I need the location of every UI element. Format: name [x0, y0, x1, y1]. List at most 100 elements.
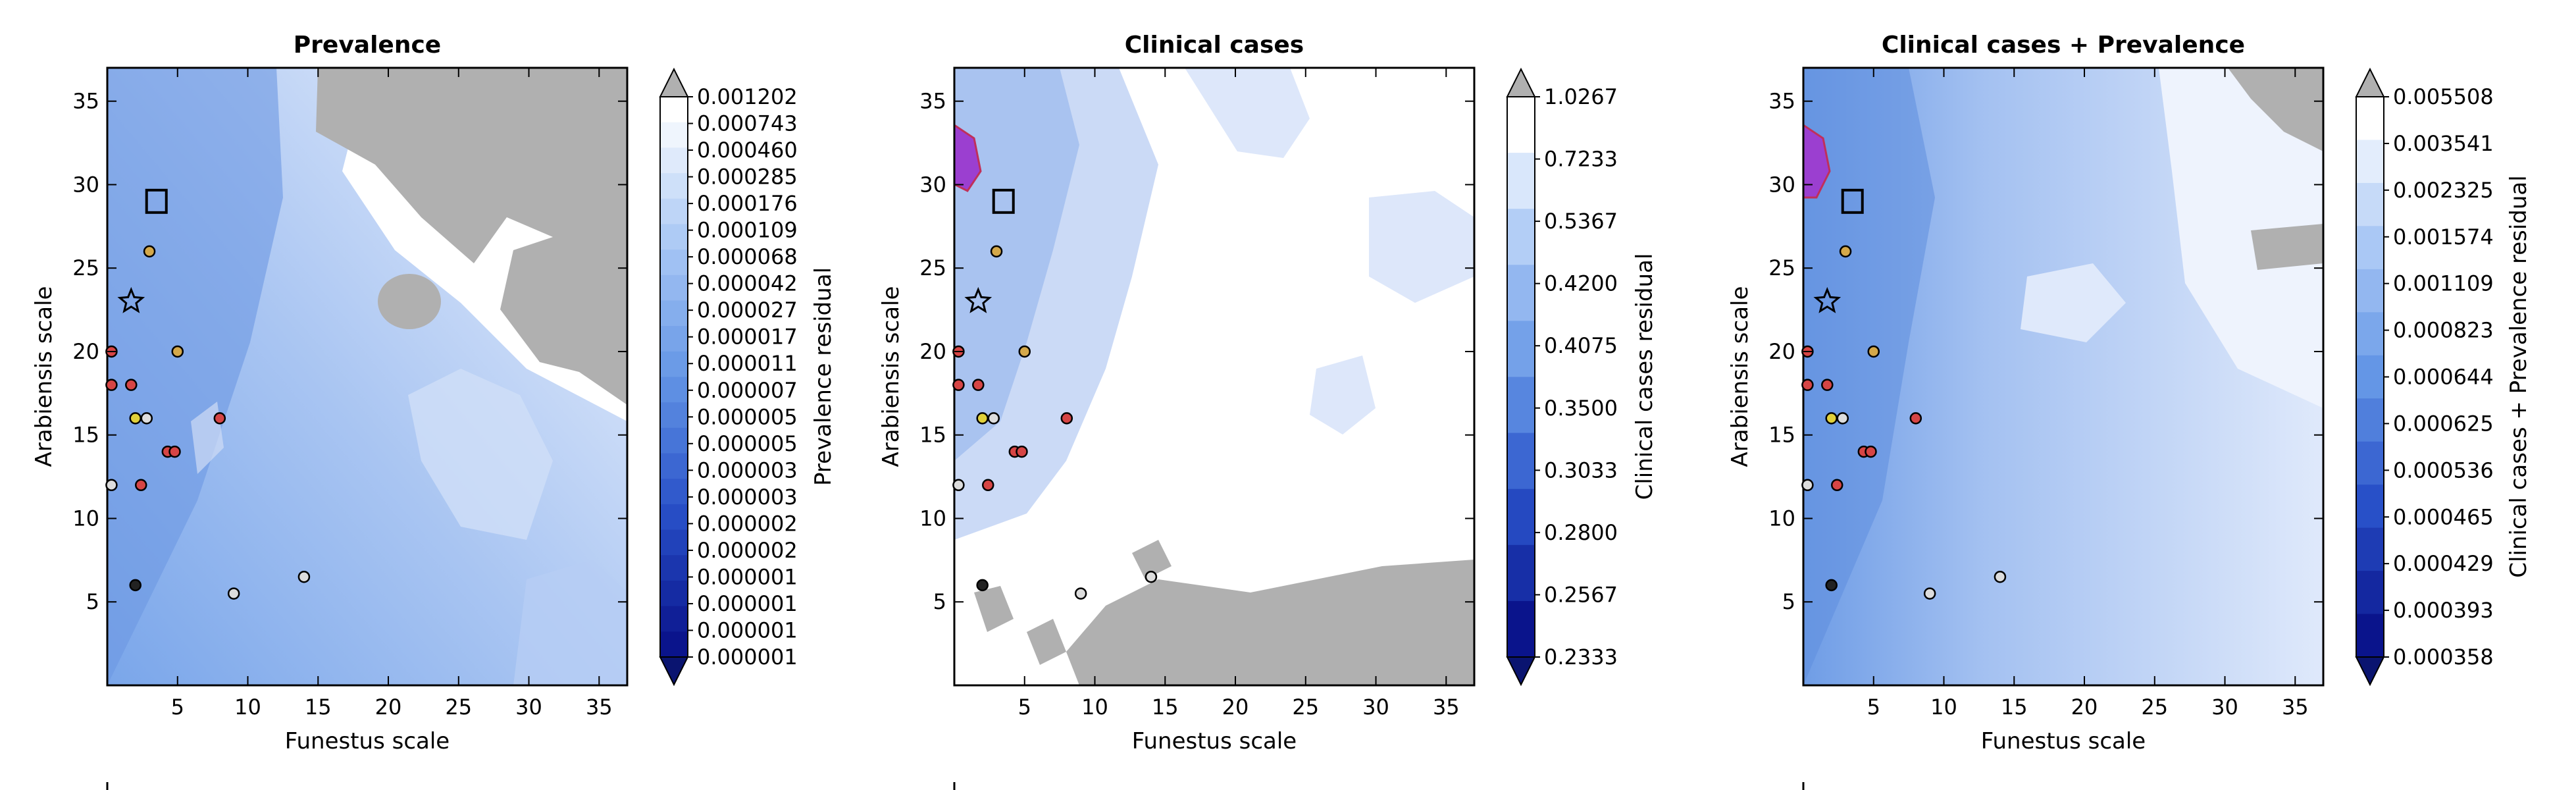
- x-tick-label: 10: [1930, 695, 1957, 720]
- clinical-cases-colorbar-label: Clinical cases residual: [1632, 253, 1658, 500]
- colorbar-segment: [660, 198, 688, 224]
- data-point: [1825, 579, 1838, 592]
- data-point: [125, 379, 138, 391]
- x-tick-label: 35: [2282, 695, 2309, 720]
- colorbar-over-triangle: [2355, 67, 2385, 97]
- colorbar-segment: [660, 275, 688, 301]
- colorbar-tick-label: 0.000003: [697, 458, 798, 483]
- star-marker: [964, 286, 992, 313]
- x-tick-label: 35: [1433, 695, 1460, 720]
- colorbar-segment: [660, 504, 688, 531]
- combined-colorbar-label: Clinical cases + Prevalence residual: [2506, 175, 2532, 577]
- clinical-cases-x-ticks: 5 10 15 20 25 30 35: [1018, 68, 1460, 720]
- data-point: [1836, 412, 1849, 425]
- colorbar-tick-label: 0.000429: [2393, 551, 2494, 576]
- clinical-cases-y-axis-label: Arabiensis scale: [878, 286, 904, 467]
- data-point: [1909, 412, 1922, 425]
- y-tick-label: 10: [1768, 506, 1795, 531]
- colorbar-segment: [660, 555, 688, 581]
- prevalence-colorbar-label: Prevalence residual: [810, 267, 837, 486]
- colorbar-tick-label: 0.000068: [697, 244, 798, 269]
- colorbar-tick-label: 0.001109: [2393, 271, 2494, 296]
- colorbar-segment: [660, 122, 688, 148]
- colorbar-segment: [1507, 544, 1535, 602]
- data-point: [227, 587, 240, 600]
- colorbar-segment: [660, 529, 688, 556]
- data-point: [976, 579, 989, 592]
- colorbar-segment: [2356, 269, 2384, 313]
- y-tick-label: 25: [919, 255, 946, 280]
- data-point: [143, 245, 156, 258]
- data-point: [1074, 587, 1087, 600]
- colorbar-tick-label: 0.000823: [2393, 318, 2494, 343]
- combined-axes-frame: [1802, 66, 2325, 687]
- colorbar-segment: [660, 479, 688, 505]
- colorbar-tick-label: 0.000005: [697, 404, 798, 429]
- data-point: [1018, 345, 1031, 358]
- prevalence-x-ticks: 5 10 15 20 25 30 35: [171, 68, 613, 720]
- colorbar-tick-label: 0.000042: [697, 271, 798, 296]
- x-tick-label: 20: [2071, 695, 2098, 720]
- prevalence-colorbar: 0.0012020.0007430.0004600.0002850.000176…: [659, 67, 798, 687]
- data-point: [981, 479, 994, 492]
- data-point: [972, 379, 985, 391]
- data-point: [168, 445, 181, 458]
- clinical-cases-markers: [952, 188, 1158, 600]
- colorbar-segment: [2356, 355, 2384, 399]
- colorbar-over-triangle: [659, 67, 689, 97]
- combined-x-axis-label: Funestus scale: [1981, 728, 2146, 754]
- colorbar-segment: [1507, 488, 1535, 546]
- y-tick-label: 35: [72, 89, 99, 114]
- clinical-cases-colorbar: 1.0267 0.7233 0.5367 0.4200 0.4075 0.3500 0.30…: [1506, 67, 1618, 687]
- prevalence-markers: [105, 188, 311, 600]
- colorbar-over-triangle: [1506, 67, 1536, 97]
- colorbar-tick-label: 0.000017: [697, 325, 798, 350]
- y-tick-label: 30: [1768, 172, 1795, 197]
- y-tick-label: 25: [1768, 255, 1795, 280]
- x-tick-label: 25: [445, 695, 472, 720]
- clinical-cases-title: Clinical cases: [1125, 32, 1304, 59]
- colorbar-tick-label: 0.000005: [697, 431, 798, 456]
- combined-panel: 5 10 15 20 25 30 35 5 10 15 20 25 30 35 Clinical cas…: [1727, 32, 2532, 754]
- y-tick-label: 15: [919, 423, 946, 448]
- colorbar-segment: [660, 580, 688, 607]
- colorbar-segment: [1507, 377, 1535, 434]
- prevalence-title: Prevalence: [294, 32, 441, 59]
- colorbar-segment: [660, 147, 688, 174]
- data-point: [990, 245, 1003, 258]
- clinical-cases-heatmap: [954, 68, 1474, 685]
- data-point: [1830, 479, 1843, 492]
- colorbar-segment: [1507, 209, 1535, 265]
- colorbar-segment: [660, 606, 688, 632]
- colorbar-segment: [2356, 182, 2384, 226]
- x-tick-label: 35: [586, 695, 613, 720]
- data-point: [129, 579, 142, 592]
- y-tick-label: 30: [919, 172, 946, 197]
- x-tick-label: 20: [375, 695, 402, 720]
- colorbar-segment: [2356, 441, 2384, 485]
- data-point: [105, 379, 118, 391]
- data-point: [213, 412, 226, 425]
- colorbar-segment: [660, 427, 688, 454]
- colorbar-tick-label: 0.000460: [697, 138, 798, 163]
- colorbar-segment: [2356, 140, 2384, 184]
- data-point: [134, 479, 147, 492]
- colorbar-tick-label: 0.005508: [2393, 84, 2494, 109]
- data-point: [1867, 345, 1880, 358]
- colorbar-tick-label: 0.000002: [697, 538, 798, 563]
- colorbar-tick-label: 0.000001: [697, 591, 798, 616]
- clinical-cases-panel: 5 10 15 20 25 30 35 5 10 15 20 25 30 35 Clinical cas…: [878, 32, 1658, 754]
- colorbar-tick-label: 0.7233: [1544, 147, 1618, 172]
- colorbar-under-triangle: [659, 656, 689, 687]
- prevalence-axes-frame: [106, 66, 629, 687]
- colorbar-segment: [2356, 485, 2384, 529]
- colorbar-tick-label: 0.5367: [1544, 209, 1618, 234]
- data-point: [1821, 379, 1834, 391]
- colorbar-segment: [2356, 312, 2384, 356]
- prevalence-x-axis-label: Funestus scale: [285, 728, 450, 754]
- combined-x-ticks: 5 10 15 20 25 30 35: [1867, 68, 2309, 720]
- colorbar-tick-label: 0.001574: [2393, 224, 2494, 250]
- y-tick-label: 10: [919, 506, 946, 531]
- prevalence-y-ticks: 5 10 15 20 25 30 35: [72, 89, 627, 614]
